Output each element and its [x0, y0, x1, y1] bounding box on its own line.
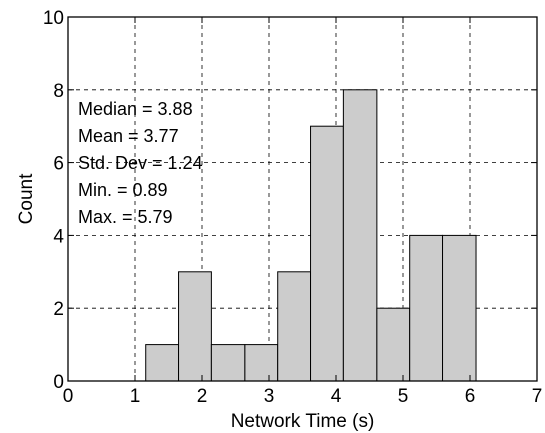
x-tick-label: 2: [197, 386, 208, 407]
x-tick-label: 1: [130, 386, 141, 407]
y-axis-label: Count: [16, 173, 37, 224]
stat-annotation: Median = 3.88: [78, 99, 193, 119]
histogram-bar: [442, 234, 477, 382]
plot-frame: [67, 16, 538, 382]
stat-annotation: Min. = 0.89: [78, 180, 168, 200]
x-tick-label: 0: [63, 386, 74, 407]
histogram-bar: [145, 344, 180, 382]
histogram-bar: [244, 344, 279, 382]
stat-annotation: Max. = 5.79: [78, 207, 173, 227]
y-tick-label: 8: [53, 81, 64, 102]
histogram-bar: [409, 234, 444, 382]
stat-annotation: Mean = 3.77: [78, 126, 179, 146]
stat-annotation: Std. Dev = 1.24: [78, 153, 203, 173]
x-tick-label: 4: [331, 386, 342, 407]
x-tick-label: 5: [398, 386, 409, 407]
histogram-bar: [210, 344, 246, 382]
y-tick-label: 6: [53, 154, 64, 175]
histogram-bar: [310, 125, 344, 382]
histogram-bar: [277, 271, 312, 382]
histogram-bar: [342, 89, 378, 382]
y-tick-label: 10: [43, 8, 64, 29]
stats-annotations: Median = 3.88 Mean = 3.77 Std. Dev = 1.24 M…: [78, 99, 203, 227]
y-tick-label: 4: [53, 226, 64, 247]
x-tick-label: 6: [465, 386, 476, 407]
bars: [145, 89, 477, 382]
histogram-bar: [178, 271, 212, 382]
x-axis-label: Network Time (s): [231, 411, 375, 432]
axis-ticks: 0 1 2 3 4 5 6 7 0 2 4 6 8 10: [43, 8, 542, 407]
y-tick-label: 2: [53, 299, 64, 320]
histogram-bar: [376, 307, 411, 382]
x-tick-label: 3: [264, 386, 275, 407]
y-tick-label: 0: [53, 372, 64, 393]
x-tick-label: 7: [532, 386, 543, 407]
